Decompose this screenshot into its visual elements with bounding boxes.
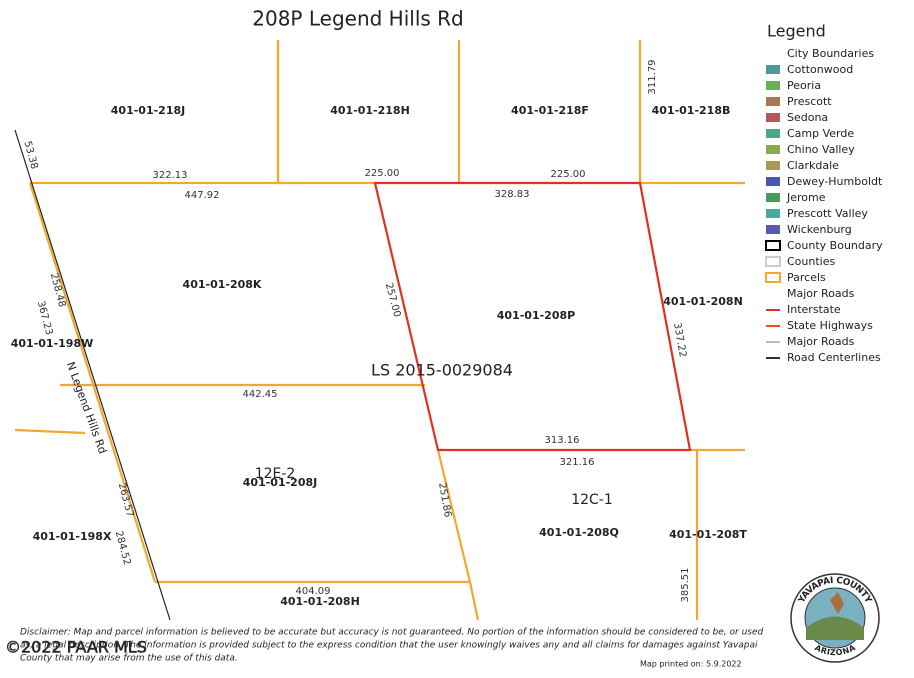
legend-swatch [766,193,780,202]
dimension: 385.51 [680,568,691,603]
legend-label: County Boundary [787,239,883,252]
dimension: 311.79 [647,60,658,95]
parcel-label: 401-01-198X [33,530,112,543]
parcel-label: 401-01-218H [330,104,410,117]
legend-label: Wickenburg [787,223,852,236]
parcel-label: 401-01-208N [663,295,743,308]
parcel-label: 401-01-218J [111,104,185,117]
dimension: 313.16 [545,435,580,446]
parcel-label: 401-01-208H [280,595,360,608]
watermark: ©2022 PAAR MLS [5,638,147,657]
legend-label: Prescott [787,95,832,108]
legend-label: State Highways [787,319,873,332]
legend-swatch [766,177,780,186]
legend-swatch [766,65,780,74]
legend-label: Cottonwood [787,63,853,76]
legend-label: Prescott Valley [787,207,868,220]
legend-swatch [766,81,780,90]
legend-label: Sedona [787,111,828,124]
parcel-label: 401-01-198W [11,337,94,350]
legend-swatch [766,113,780,122]
legend-label: Counties [787,255,835,268]
dimension: 321.16 [560,457,595,468]
disclaimer: as, a legal description. The information… [20,641,758,651]
legend-label: Major Roads [787,335,855,348]
legend-title: Legend [767,22,826,41]
legend-swatch [765,272,781,283]
section-label: 12C-1 [571,492,613,508]
legend-swatch [766,209,780,218]
disclaimer: Disclaimer: Map and parcel information i… [20,628,764,638]
county-seal: YAVAPAI COUNTY ARIZONA [790,573,880,663]
dimension: 328.83 [495,189,530,200]
legend-label: Clarkdale [787,159,839,172]
legend-swatch [766,161,780,170]
survey-label: LS 2015-0029084 [371,361,513,380]
dimension: 322.13 [153,170,188,181]
dimension: 284.52 [113,530,133,567]
parcel-label: 401-01-208J [243,476,317,489]
parcel-label: 401-01-218B [652,104,731,117]
legend-swatch [766,97,780,106]
legend-label: Peoria [787,79,821,92]
dimension: 225.00 [551,169,586,180]
legend-label: Camp Verde [787,127,854,140]
seal-text: ARIZONA [813,642,857,657]
dimension: 404.09 [296,586,331,597]
dimension: 367.23 [35,300,55,337]
parcel-label: 401-01-208K [183,278,262,291]
print-date: Map printed on: 5.9.2022 [640,660,742,669]
legend-label: Chino Valley [787,143,855,156]
legend-label: Major Roads [787,287,855,300]
map-title: 208P Legend Hills Rd [252,7,464,31]
legend-label: Parcels [787,271,826,284]
dimension: 53.38 [21,140,39,171]
legend-label: Interstate [787,303,841,316]
disclaimer: County that may arise from the use of th… [20,654,238,664]
dimension: 225.00 [365,168,400,179]
dimension: 447.92 [185,190,220,201]
legend-swatch [766,225,780,234]
parcel-label: 401-01-218F [511,104,589,117]
legend-swatch [766,129,780,138]
legend-label: Dewey-Humboldt [787,175,883,188]
legend-swatch [765,256,781,267]
legend-label: Jerome [786,191,826,204]
dimension: 442.45 [243,389,278,400]
legend: Legend City Boundaries Cottonwood Peoria Pr… [765,22,883,364]
parcel-lines [14,40,745,621]
dimension: 251.86 [436,482,453,518]
section-label: 12E-2 [255,466,296,482]
dimension: 337.22 [671,322,688,358]
parcel-label: 401-01-208Q [539,526,619,539]
legend-label: Road Centerlines [787,351,881,364]
legend-swatch [766,145,780,154]
parcel-label: 401-01-208T [669,528,747,541]
legend-label: City Boundaries [787,47,874,60]
parcel-label: 401-01-208P [497,309,575,322]
legend-swatch [765,240,781,251]
